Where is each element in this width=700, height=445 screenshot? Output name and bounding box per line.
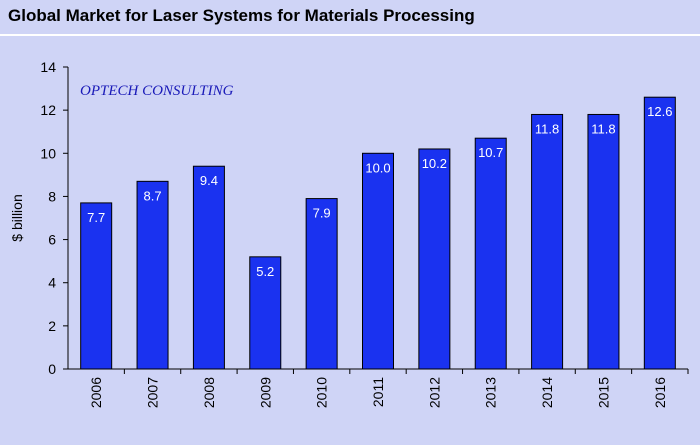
x-tick-label: 2010 — [314, 377, 330, 408]
y-tick-label: 6 — [48, 232, 56, 248]
bar — [418, 148, 451, 370]
y-tick-label: 4 — [48, 275, 56, 291]
data-label: 11.8 — [535, 121, 559, 136]
bar — [80, 202, 113, 370]
data-label: 12.6 — [647, 104, 672, 119]
data-label: 10.0 — [365, 160, 390, 175]
y-tick-label: 10 — [40, 145, 56, 161]
x-tick-label: 2006 — [88, 377, 104, 408]
title-divider — [0, 34, 700, 36]
x-tick-label: 2009 — [257, 377, 273, 408]
bar — [136, 180, 169, 370]
y-tick-label: 0 — [48, 361, 56, 377]
data-label: 10.7 — [478, 145, 503, 160]
bar — [192, 165, 225, 370]
y-tick-label: 2 — [48, 318, 56, 334]
x-tick-label: 2008 — [201, 377, 217, 408]
bar — [305, 198, 338, 370]
bar — [474, 137, 507, 370]
data-label: 7.9 — [313, 206, 331, 221]
y-axis-label: $ billion — [9, 194, 25, 241]
x-tick-label: 2013 — [483, 377, 499, 408]
y-tick-label: 12 — [40, 102, 56, 118]
x-tick-label: 2011 — [370, 377, 386, 407]
data-label: 9.4 — [200, 173, 218, 188]
bar — [531, 113, 564, 370]
bar — [362, 152, 394, 370]
data-label: 11.8 — [591, 121, 615, 136]
bar — [587, 113, 620, 370]
x-tick-label: 2012 — [426, 377, 442, 408]
data-label: 10.2 — [422, 156, 447, 171]
bar — [643, 96, 676, 370]
chart-annotation: OPTECH CONSULTING — [80, 83, 234, 99]
y-tick-label: 14 — [40, 59, 56, 75]
x-tick-label: 2014 — [539, 377, 555, 408]
data-label: 7.7 — [87, 210, 105, 225]
y-tick-label: 8 — [48, 188, 56, 204]
chart-title: Global Market for Laser Systems for Mate… — [8, 6, 475, 25]
bar — [249, 256, 282, 370]
data-label: 5.2 — [256, 264, 274, 279]
x-tick-label: 2016 — [652, 377, 668, 408]
data-label: 8.7 — [144, 188, 162, 203]
x-tick-label: 2007 — [145, 377, 161, 408]
x-tick-label: 2015 — [595, 377, 611, 408]
